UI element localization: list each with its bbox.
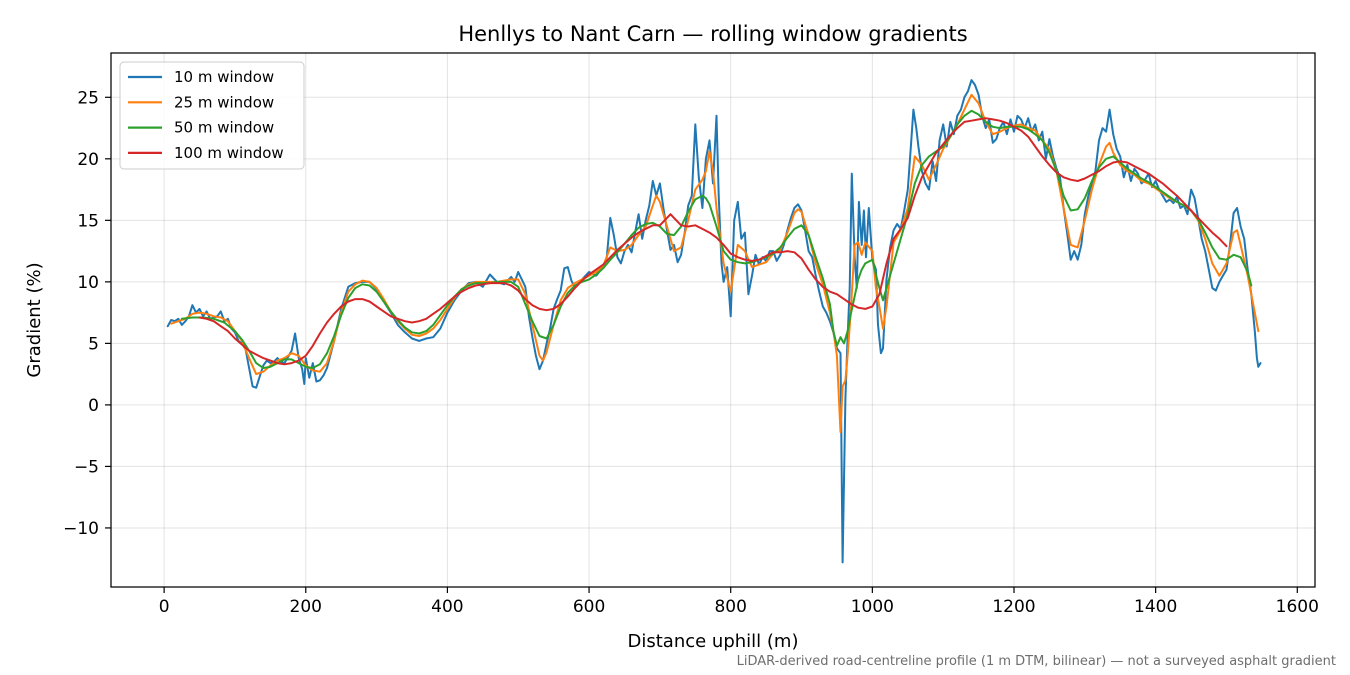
x-tick-label: 1000 xyxy=(851,597,894,617)
legend: 10 m window 25 m window 50 m window 100 m w… xyxy=(119,61,305,170)
x-tick-label: 0 xyxy=(159,597,170,617)
y-tick-label: 10 xyxy=(77,273,99,293)
footnote: LiDAR-derived road-centreline profile (1… xyxy=(737,654,1336,669)
legend-label-2: 25 m window xyxy=(174,93,274,111)
series-line-3 xyxy=(180,109,1253,369)
x-tick-label: 1600 xyxy=(1276,597,1319,617)
series-line-1 xyxy=(166,79,1262,564)
x-tick-label: 400 xyxy=(431,597,463,617)
legend-label-4: 100 m window xyxy=(174,144,284,162)
y-tick-label: 15 xyxy=(77,211,99,231)
legend-box xyxy=(119,61,305,170)
x-tick-label: 1400 xyxy=(1134,597,1177,617)
legend-label-1: 10 m window xyxy=(174,68,274,86)
plot-frame xyxy=(110,52,1316,588)
series-line-4 xyxy=(198,117,1228,366)
x-tick-label: 600 xyxy=(573,597,605,617)
x-tick-label: 800 xyxy=(714,597,746,617)
legend-entries: 10 m window 25 m window 50 m window 100 m w… xyxy=(128,68,284,162)
y-tick-label: −10 xyxy=(63,519,99,539)
grid-lines xyxy=(111,53,1315,587)
y-tick-label: 25 xyxy=(77,88,99,108)
x-axis-ticks: 0 200 400 600 800 1000 1200 1400 1600 xyxy=(159,587,1319,617)
y-tick-label: 20 xyxy=(77,150,99,170)
y-axis-ticks: −10 −5 0 5 10 15 20 25 xyxy=(63,88,111,539)
x-tick-label: 200 xyxy=(290,597,322,617)
y-tick-label: 5 xyxy=(88,334,99,354)
chart-title: Henllys to Nant Carn — rolling window gr… xyxy=(458,22,967,46)
legend-label-3: 50 m window xyxy=(174,119,274,137)
y-tick-label: −5 xyxy=(74,457,99,477)
series-lines xyxy=(166,79,1262,564)
x-axis-label: Distance uphill (m) xyxy=(628,631,799,652)
series-line-2 xyxy=(170,93,1260,433)
y-axis-label: Gradient (%) xyxy=(24,262,45,377)
y-tick-label: 0 xyxy=(88,396,99,416)
x-tick-label: 1200 xyxy=(992,597,1035,617)
